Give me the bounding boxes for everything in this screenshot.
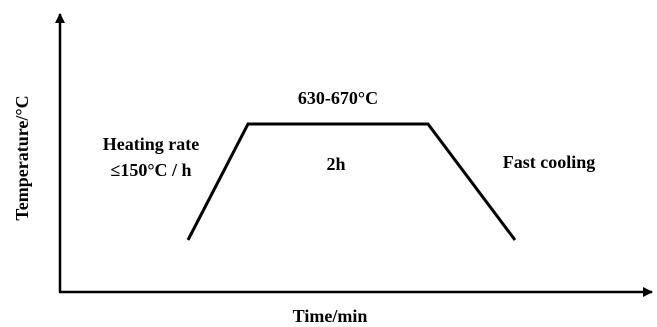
cooling-label: Fast cooling [503, 152, 596, 172]
x-axis-label: Time/min [293, 306, 368, 326]
hold-time-label: 2h [326, 154, 345, 174]
heating-rate-label: Heating rate [103, 134, 199, 154]
y-axis-label: Temperature/°C [12, 95, 32, 220]
heating-rate-value: ≤150°C / h [110, 160, 191, 180]
hold-temperature-label: 630-670°C [298, 88, 378, 108]
heat-treatment-profile [186, 122, 517, 241]
